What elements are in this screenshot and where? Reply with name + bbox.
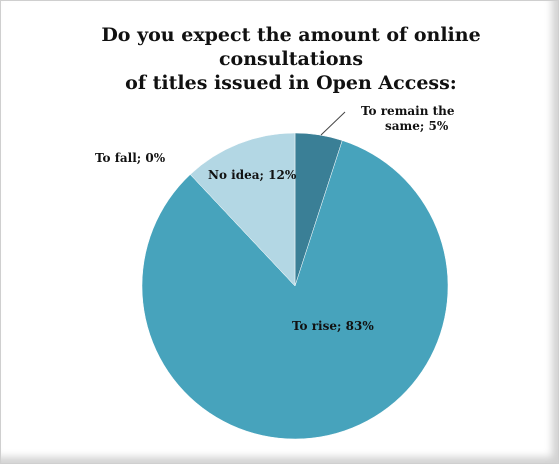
chart-title-line-1: Do you expect the amount of online consu… [101,24,481,70]
label-fall: To fall; 0% [95,151,166,165]
label-rise: To rise; 83% [292,319,374,333]
pie-slice-no-idea [189,132,296,287]
pie-slice-to-rise [141,140,449,440]
chart-title: Do you expect the amount of online consu… [41,23,541,95]
label-remain-line-2: same; 5% [385,119,449,133]
leader-line-remain [320,111,346,136]
pie-slices [141,132,449,440]
chart-title-line-2: of titles issued in Open Access: [125,72,457,94]
label-no-idea: No idea; 12% [208,168,297,182]
label-remain-line-1: To remain the [361,104,455,118]
